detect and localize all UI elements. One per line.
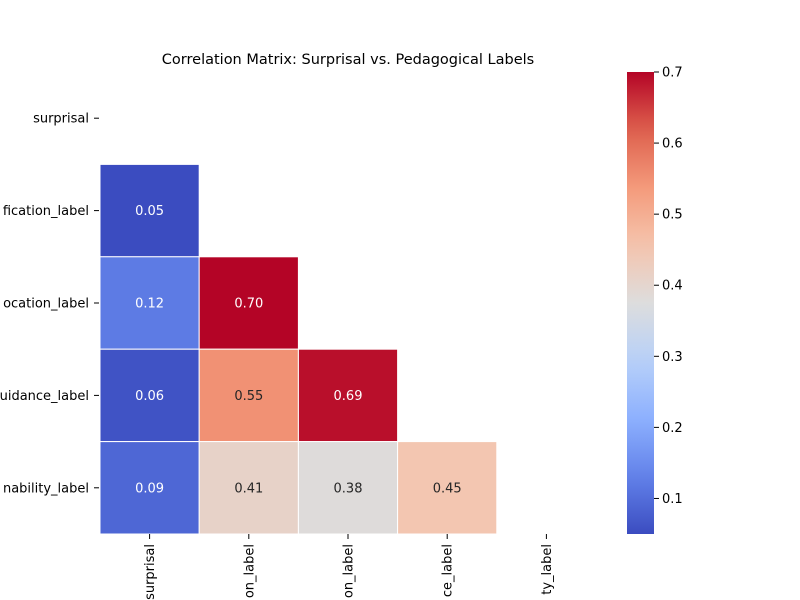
x-tick-label: on_label: [242, 544, 257, 598]
x-tick-label: ty_label: [540, 544, 555, 595]
y-tick-label: nability_label: [3, 481, 89, 496]
colorbar-gradient: [627, 72, 654, 534]
y-tick-label: uidance_label: [0, 389, 89, 404]
y-tick-label: ocation_label: [3, 297, 89, 312]
y-tick-label: surprisal: [33, 112, 89, 127]
colorbar-tick-label: 0.7: [662, 66, 683, 81]
heatmap-cell: [198, 348, 299, 443]
heatmap-cell: [397, 441, 498, 535]
cell-value-label: 0.09: [135, 481, 164, 496]
colorbar-tick-label: 0.6: [662, 137, 683, 152]
y-axis: surprisal fication_label ocation_labeluida…: [0, 112, 99, 496]
cell-value-label: 0.55: [234, 389, 263, 404]
cell-value-label: 0.06: [135, 389, 164, 404]
x-axis: surprisal on_label on_label ce_label ty_labe…: [143, 534, 555, 600]
cell-value-label: 0.38: [334, 481, 363, 496]
heatmap-cell: [99, 348, 200, 443]
heatmap-cells: 0.05 0.12 0.70 0.06 0.55 0.69 0.09 0.41 0.38 0.45: [99, 163, 498, 535]
chart-title: Correlation Matrix: Surprisal vs. Pedago…: [162, 52, 534, 68]
colorbar-tick-label: 0.4: [662, 279, 683, 294]
heatmap-cell: [297, 348, 399, 443]
cell-value-label: 0.05: [135, 204, 164, 219]
cell-value-label: 0.45: [433, 481, 462, 496]
colorbar-tick-label: 0.1: [662, 492, 683, 507]
colorbar-tick-label: 0.3: [662, 350, 683, 365]
heatmap-cell: [198, 441, 299, 535]
colorbar: 0.1 0.2 0.3 0.4 0.5 0.6 0.7: [627, 66, 683, 534]
x-tick-label: ce_label: [441, 544, 456, 597]
x-tick-label: on_label: [342, 544, 357, 598]
cell-value-label: 0.12: [135, 297, 164, 312]
cell-value-label: 0.41: [234, 481, 263, 496]
y-tick-label: fication_label: [3, 204, 89, 219]
colorbar-tick-label: 0.5: [662, 208, 683, 223]
heatmap-cell: [198, 256, 299, 350]
colorbar-tick-label: 0.2: [662, 421, 683, 436]
x-tick-label: surprisal: [143, 544, 158, 600]
cell-value-label: 0.69: [334, 389, 363, 404]
heatmap-cell: [99, 163, 200, 258]
cell-value-label: 0.70: [234, 297, 263, 312]
heatmap-cell: [99, 256, 200, 350]
